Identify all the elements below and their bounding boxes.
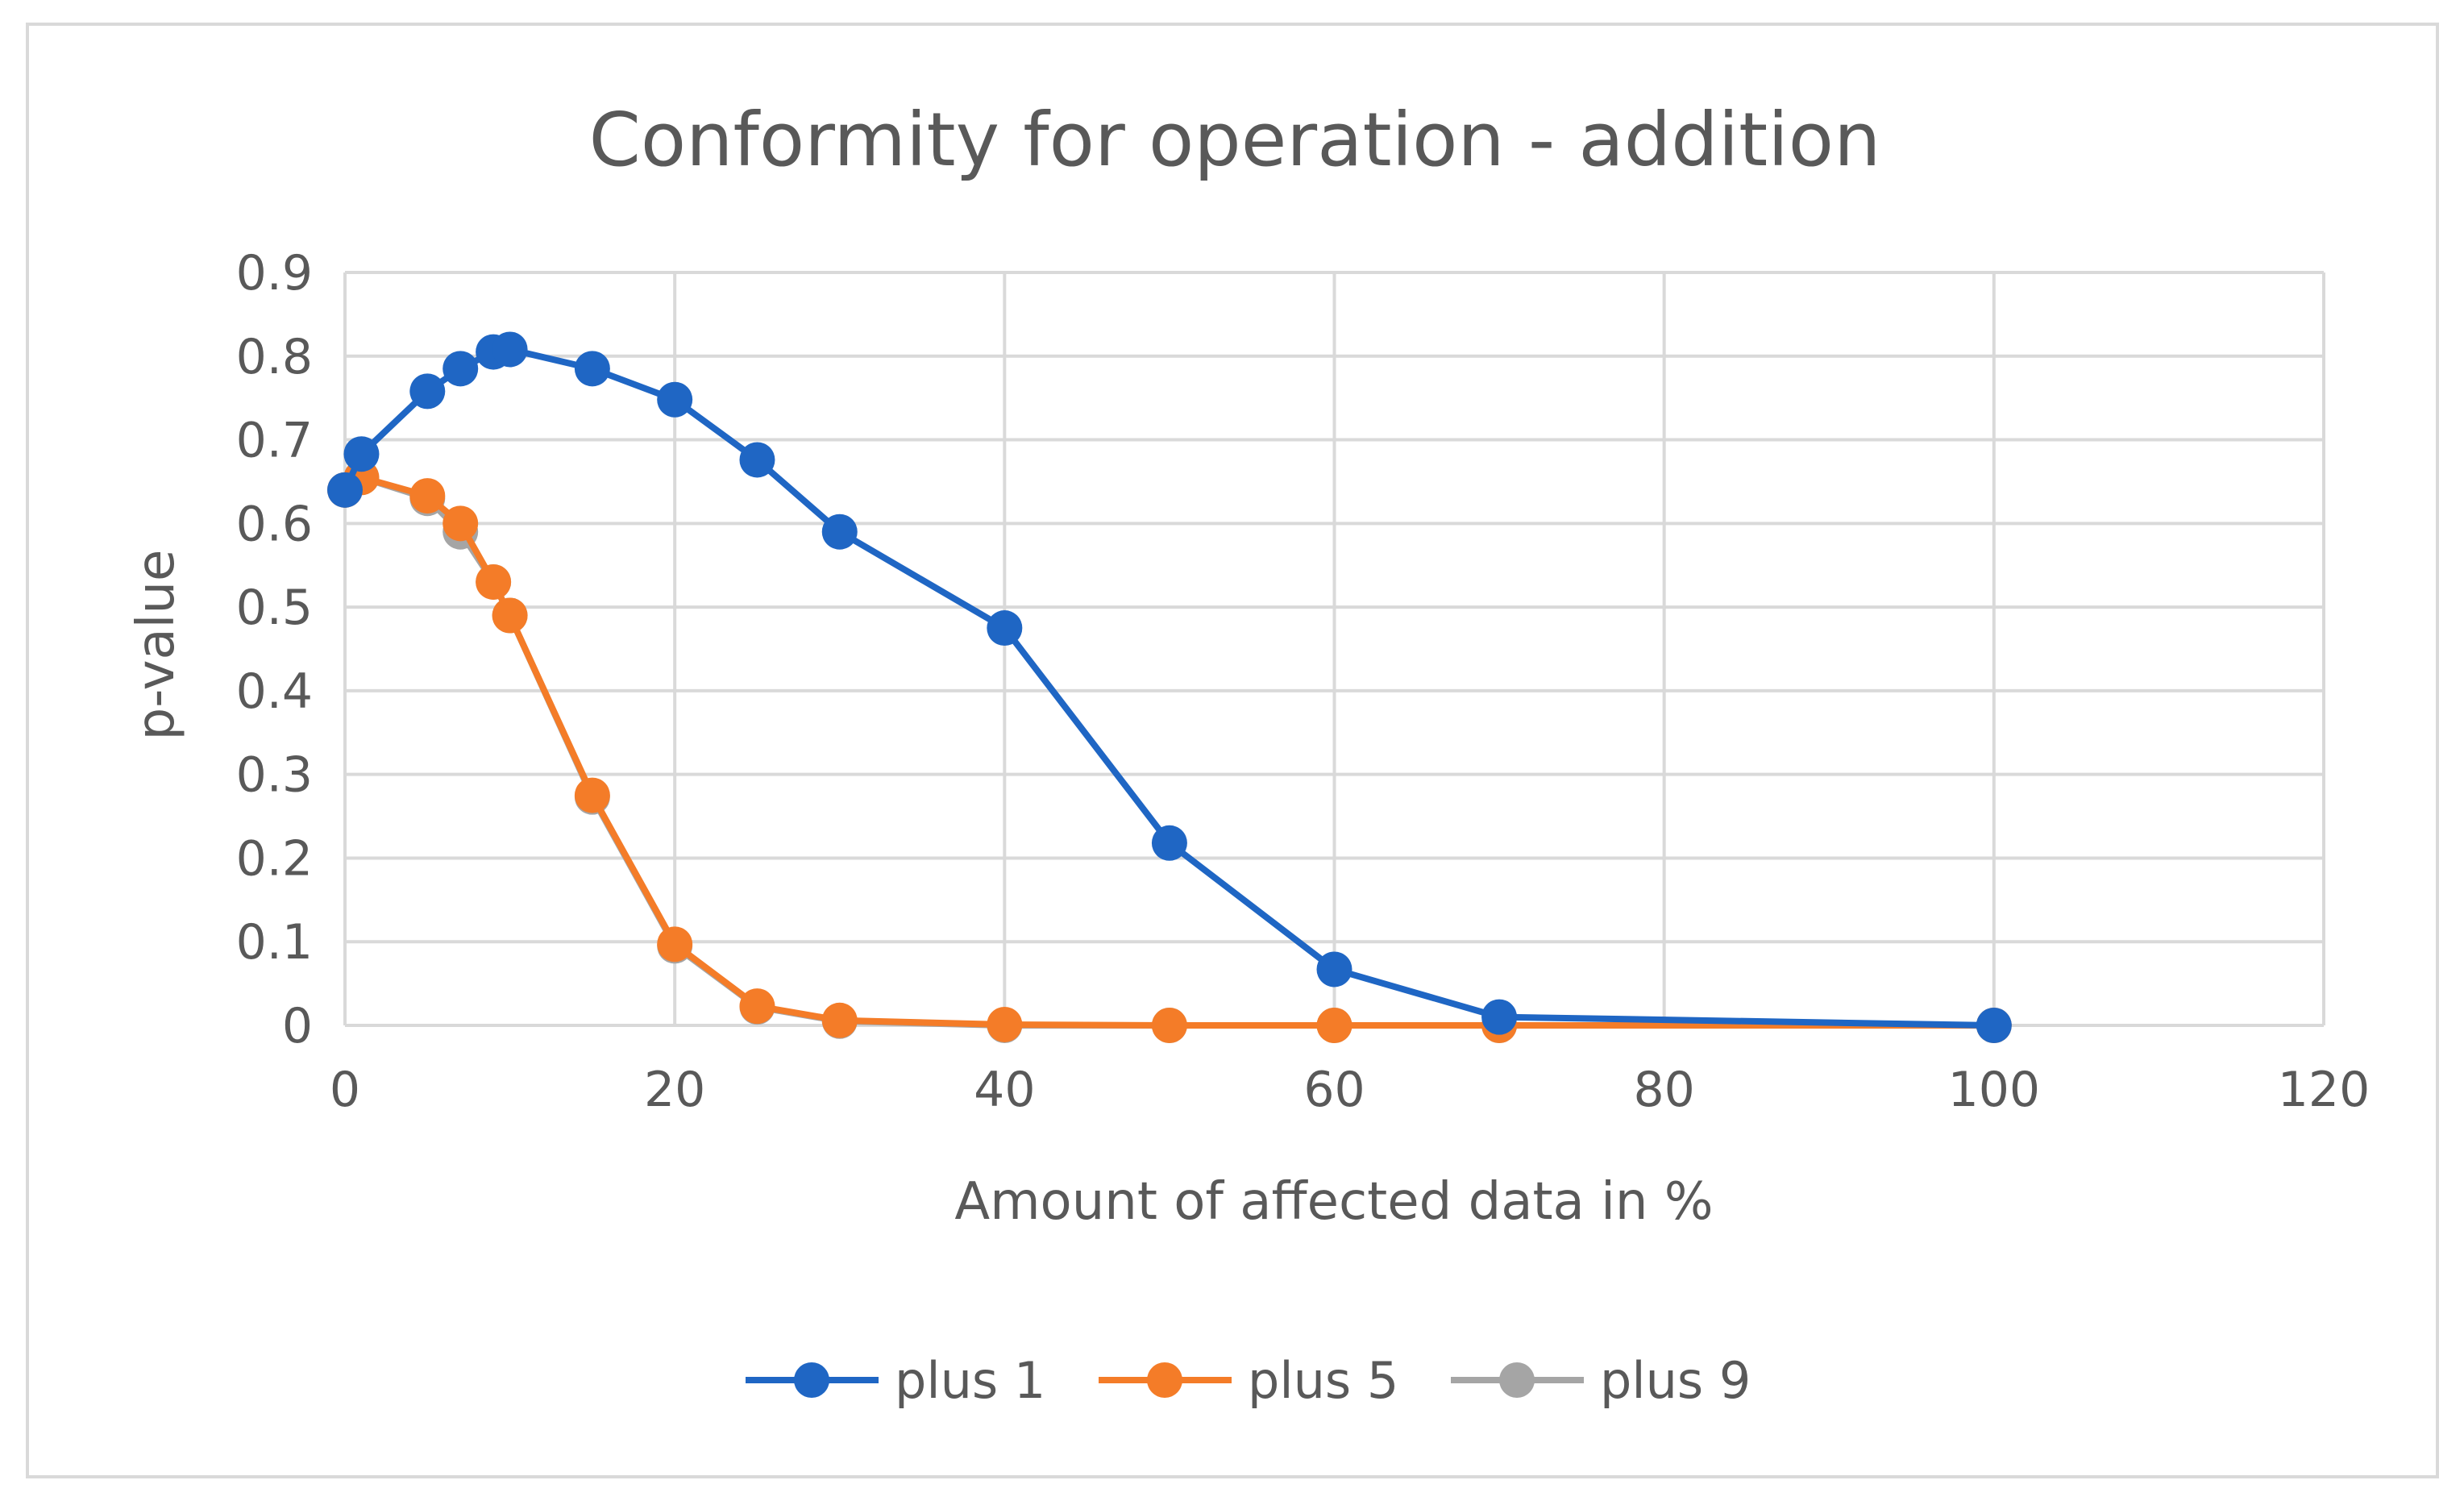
x-tick-label: 20 bbox=[644, 1062, 705, 1118]
data-point bbox=[476, 563, 512, 600]
x-tick-label: 100 bbox=[1948, 1062, 2041, 1118]
y-axis-ticks: 0 0.1 0.2 0.3 0.4 0.5 0.6 0.7 0.8 0.9 bbox=[236, 245, 313, 1054]
data-point bbox=[443, 505, 479, 542]
data-point bbox=[1481, 999, 1518, 1035]
x-axis-ticks: 0 20 40 60 80 100 120 bbox=[330, 1062, 2370, 1118]
data-point bbox=[821, 514, 858, 550]
data-point bbox=[409, 478, 446, 514]
legend-marker bbox=[1499, 1362, 1535, 1398]
y-tick-label: 0.5 bbox=[236, 580, 313, 636]
y-tick-label: 0 bbox=[282, 998, 313, 1054]
series-1 bbox=[327, 459, 2012, 1043]
y-tick-label: 0.6 bbox=[236, 496, 313, 552]
chart-frame bbox=[26, 23, 2439, 1478]
legend-item-2: plus 9 bbox=[1451, 1351, 1751, 1410]
data-point bbox=[1151, 825, 1187, 861]
data-point bbox=[443, 351, 479, 387]
data-point bbox=[987, 610, 1023, 647]
y-tick-label: 0.1 bbox=[236, 914, 313, 971]
y-tick-label: 0.2 bbox=[236, 830, 313, 887]
x-tick-label: 80 bbox=[1633, 1062, 1694, 1118]
data-point bbox=[1316, 1008, 1352, 1043]
data-point bbox=[409, 373, 446, 410]
legend-marker bbox=[1147, 1362, 1182, 1398]
y-tick-label: 0.7 bbox=[236, 413, 313, 469]
y-tick-label: 0.8 bbox=[236, 329, 313, 385]
data-point bbox=[657, 381, 693, 418]
data-point bbox=[1316, 951, 1352, 988]
data-point bbox=[574, 351, 610, 387]
legend-item-1: plus 5 bbox=[1099, 1351, 1398, 1410]
x-tick-label: 60 bbox=[1303, 1062, 1365, 1118]
data-point bbox=[327, 472, 363, 508]
data-point bbox=[821, 1002, 858, 1038]
legend: plus 1 plus 5 plus 9 bbox=[746, 1351, 1751, 1410]
data-point bbox=[1151, 1008, 1187, 1043]
series-2 bbox=[327, 459, 2012, 1043]
data-point bbox=[492, 331, 528, 368]
y-tick-label: 0.4 bbox=[236, 663, 313, 720]
data-point bbox=[343, 436, 380, 472]
series-line bbox=[342, 346, 1994, 1029]
legend-label: plus 5 bbox=[1248, 1351, 1398, 1410]
data-point bbox=[657, 926, 693, 963]
data-point bbox=[739, 442, 775, 478]
chart-title: Conformity for operation - addition bbox=[589, 97, 1881, 183]
legend-item-0: plus 1 bbox=[746, 1351, 1045, 1410]
data-point bbox=[739, 988, 775, 1025]
data-point bbox=[1976, 1008, 2012, 1043]
legend-label: plus 1 bbox=[895, 1351, 1045, 1410]
series-layer bbox=[327, 331, 2012, 1043]
y-tick-label: 0.9 bbox=[236, 245, 313, 301]
x-axis-label: Amount of affected data in % bbox=[954, 1172, 1713, 1232]
y-axis-label: p-value bbox=[127, 550, 186, 741]
data-point bbox=[492, 597, 528, 634]
y-tick-label: 0.3 bbox=[236, 747, 313, 804]
legend-marker bbox=[794, 1362, 829, 1398]
data-point bbox=[574, 777, 610, 813]
legend-label: plus 9 bbox=[1600, 1351, 1751, 1410]
x-tick-label: 120 bbox=[2278, 1062, 2371, 1118]
x-tick-label: 0 bbox=[330, 1062, 360, 1118]
data-point bbox=[987, 1006, 1023, 1042]
x-tick-label: 40 bbox=[974, 1062, 1035, 1118]
series-0 bbox=[327, 331, 2012, 1043]
